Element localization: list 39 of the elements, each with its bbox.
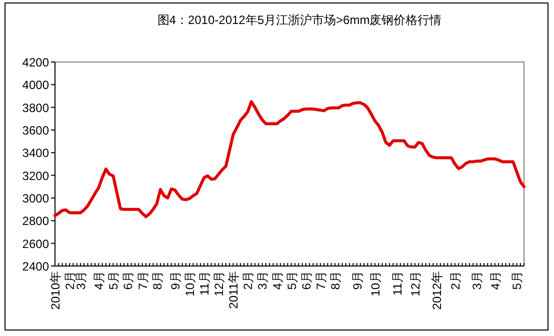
x-tick-label: 12月 — [408, 271, 422, 296]
x-tick-label: 7月 — [314, 271, 328, 290]
x-tick-label: 4月 — [488, 271, 502, 290]
x-tick-label: 2010年 — [48, 271, 62, 310]
x-tick-label: 7月 — [136, 271, 150, 290]
x-tick-label: 5月 — [284, 271, 299, 290]
x-tick-label: 10月 — [368, 271, 382, 296]
x-tick-label: 5月 — [106, 271, 121, 290]
y-tick-label: 2400 — [22, 260, 50, 274]
y-tick-label: 2800 — [22, 214, 50, 228]
x-tick-label: 6月 — [121, 271, 136, 290]
y-tick-label: 3600 — [22, 124, 50, 138]
x-tick-label: 2月 — [448, 271, 462, 290]
y-tick-label: 3400 — [22, 146, 50, 160]
line-series — [54, 100, 526, 218]
x-tick-label: 11月 — [198, 271, 212, 296]
x-tick-label: 8月 — [328, 271, 342, 290]
x-tick-label: 5月 — [510, 271, 524, 290]
x-tick-label: 2月 — [241, 271, 256, 290]
y-tick-label: 4200 — [22, 56, 50, 70]
x-tick-label: 2011年 — [226, 271, 241, 309]
chart-title: 图4：2010-2012年5月江浙沪市场>6mm废钢价格行情 — [157, 13, 442, 27]
x-tick-label: 6月 — [299, 271, 314, 290]
x-tick-label: 11月 — [390, 271, 404, 296]
y-tick-label: 3800 — [22, 100, 50, 115]
x-tick-label: 3月 — [256, 271, 270, 290]
x-tick-label: 9月 — [350, 271, 364, 290]
x-tick-label: 3月 — [470, 271, 484, 290]
x-tick-label: 10月 — [183, 271, 198, 296]
y-tick-label: 4000 — [22, 78, 50, 92]
x-tick-label: 4月 — [92, 271, 106, 290]
x-tick-label: 4月 — [270, 271, 284, 290]
y-tick-label: 2600 — [22, 236, 50, 251]
x-tick-label: 8月 — [150, 271, 164, 290]
x-tick-label: 12月 — [212, 271, 226, 296]
x-tick-label: 9月 — [168, 271, 182, 290]
y-tick-label: 3200 — [22, 168, 50, 183]
x-tick-label: 2012年 — [430, 271, 444, 310]
y-tick-label: 3000 — [22, 192, 50, 206]
